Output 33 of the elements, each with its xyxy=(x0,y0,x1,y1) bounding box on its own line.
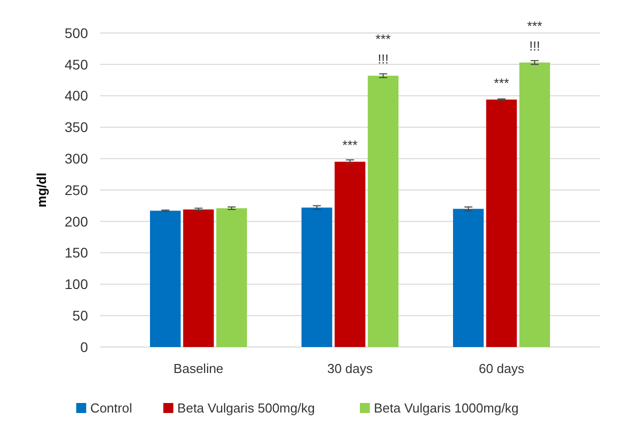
y-tick-label: 400 xyxy=(64,88,88,104)
x-tick-label: 30 days xyxy=(327,361,374,376)
bar xyxy=(183,209,214,347)
legend-label: Beta Vulgaris 500mg/kg xyxy=(177,400,315,416)
bar xyxy=(519,62,550,347)
annotation: *** xyxy=(494,76,510,91)
bar xyxy=(486,100,517,347)
y-tick-label: 200 xyxy=(64,213,88,230)
y-tick-label: 50 xyxy=(72,308,88,324)
y-tick-label: 0 xyxy=(80,338,88,355)
annotation: !!! xyxy=(529,38,540,54)
annotation: *** xyxy=(376,32,391,47)
y-tick-label: 250 xyxy=(64,182,88,198)
y-axis-title: mg/dl xyxy=(34,172,49,208)
legend-label: Beta Vulgaris 1000mg/kg xyxy=(374,400,519,416)
bar xyxy=(150,210,181,347)
annotation: *** xyxy=(342,138,358,153)
annotation: *** xyxy=(527,18,542,34)
annotation: !!! xyxy=(378,52,389,67)
y-tick-label: 450 xyxy=(64,56,88,72)
x-tick-label: Baseline xyxy=(174,361,224,376)
y-tick-label: 150 xyxy=(64,244,88,261)
bar xyxy=(334,162,366,347)
bar xyxy=(368,76,398,347)
bar xyxy=(216,208,247,347)
bar xyxy=(453,208,484,347)
y-tick-label: 350 xyxy=(64,119,88,136)
y-tick-label: 100 xyxy=(64,276,88,292)
bar xyxy=(302,208,332,347)
legend-label: Control xyxy=(90,400,132,416)
x-tick-label: 60 days xyxy=(478,361,525,376)
y-tick-label: 500 xyxy=(64,24,88,41)
y-tick-label: 300 xyxy=(64,150,88,166)
